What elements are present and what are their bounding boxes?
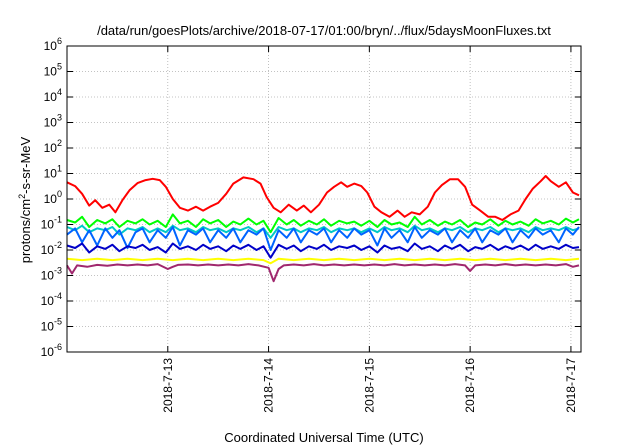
y-tick-label: 100 [44,189,62,206]
series-line-6 [66,263,580,283]
y-axis-ticks: 10-6 10-5 10-4 10-3 10-2 10-1 100 101 102 103 104 1… [41,36,581,359]
y-tick-label: 10-6 [41,342,62,359]
y-axis-label: protons/cm2-s-sr-MeV [17,136,33,263]
x-axis-label: Coordinated Universal Time (UTC) [224,430,423,445]
x-tick-label: 2018-7-13 [161,358,175,413]
series-line-4 [66,242,580,259]
y-tick-label: 10-1 [41,215,62,232]
y-tick-label: 102 [44,138,62,155]
y-tick-label: 103 [44,113,62,130]
y-tick-label: 10-2 [41,240,62,257]
y-tick-label: 10-5 [41,317,62,334]
plot-frame [66,45,582,353]
series-line-5 [66,257,580,265]
x-axis-ticks: 2018-7-13 2018-7-14 2018-7-15 2018-7-16 2018… [161,46,578,413]
y-tick-label: 106 [44,36,62,53]
x-tick-label: 2018-7-16 [463,358,477,413]
grid [67,46,581,352]
y-tick-label: 104 [44,87,62,104]
series-line-2 [66,224,580,239]
series-lines [66,175,580,283]
y-tick-label: 10-4 [41,291,62,308]
x-tick-label: 2018-7-14 [262,358,276,413]
chart-title: /data/run/goesPlots/archive/2018-07-17/0… [97,23,551,38]
y-tick-label: 101 [44,164,62,181]
series-line-0 [66,175,580,221]
x-tick-label: 2018-7-15 [362,358,376,413]
y-tick-label: 10-3 [41,266,62,283]
y-tick-label: 105 [44,62,62,79]
series-line-3 [66,226,580,251]
series-line-1 [66,213,580,234]
x-tick-label: 2018-7-17 [564,358,578,413]
